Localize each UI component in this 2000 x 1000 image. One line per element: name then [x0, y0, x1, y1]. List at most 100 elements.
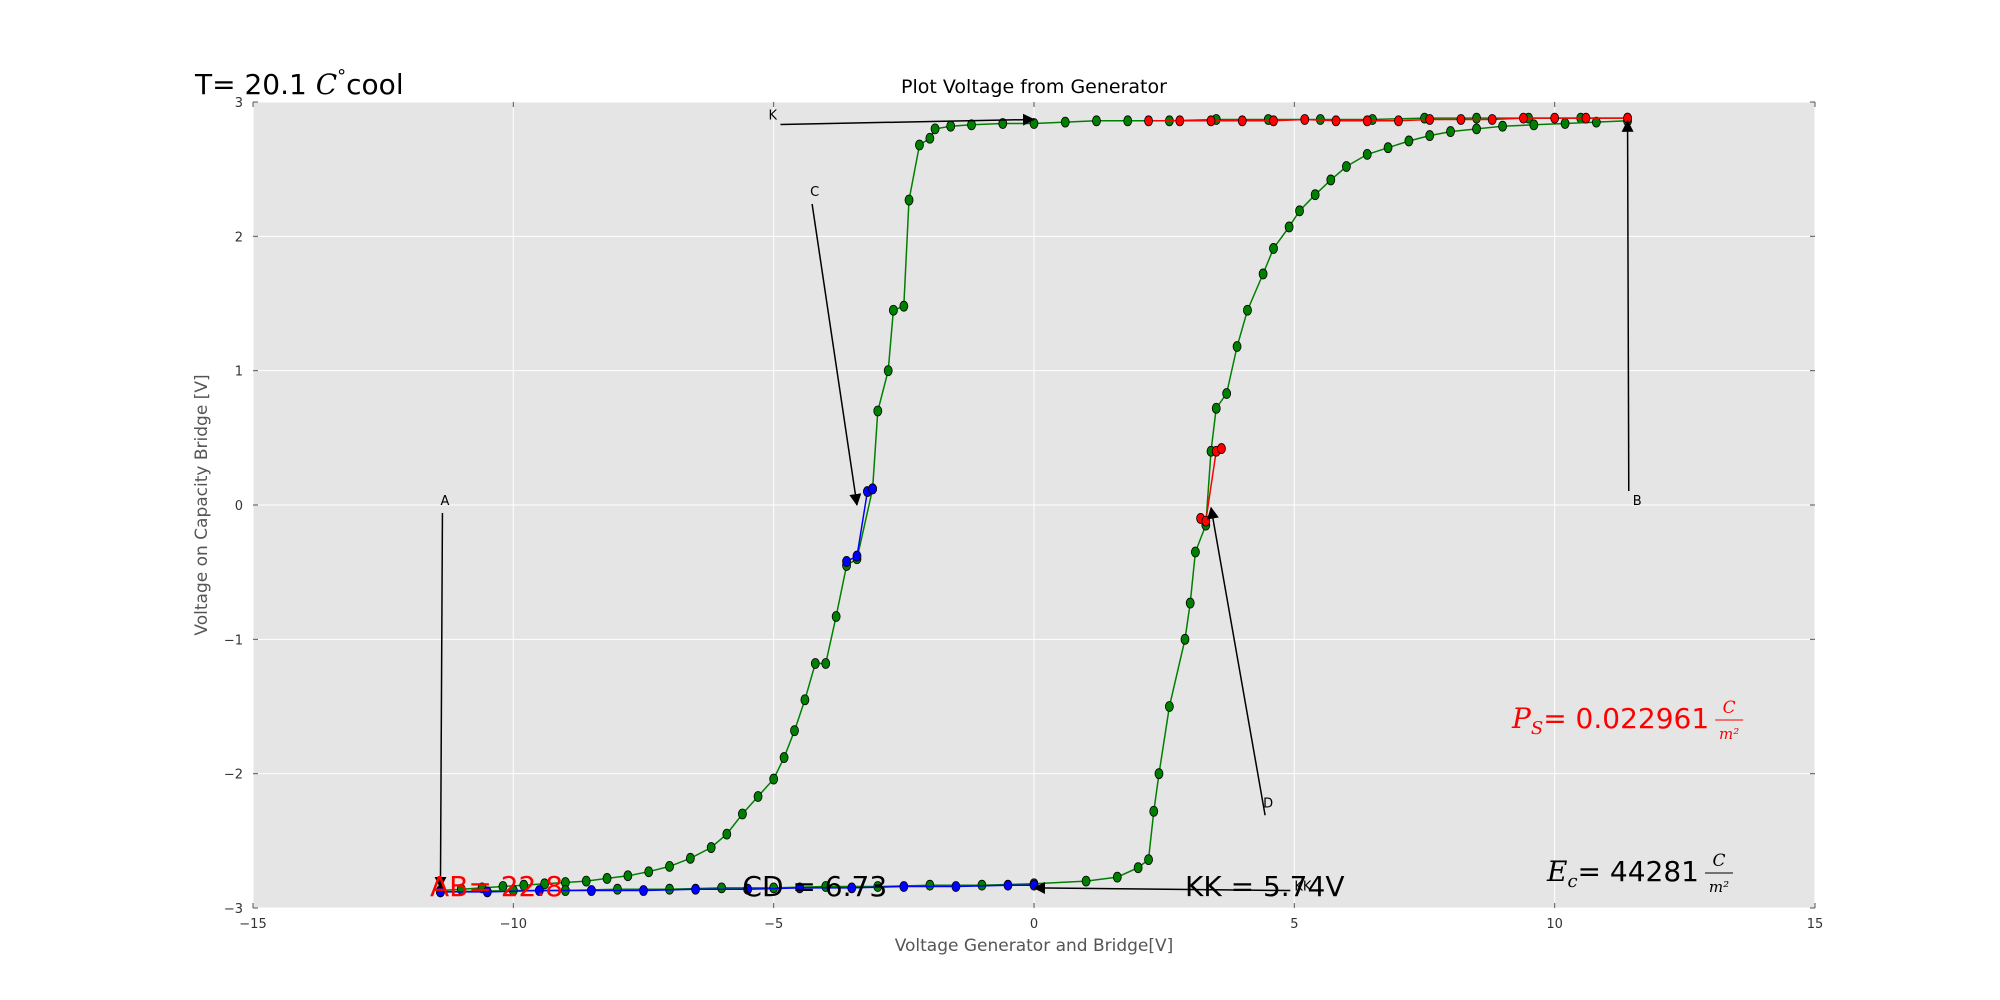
- annotation-c-label: C: [810, 185, 819, 200]
- x-axis-label: Voltage Generator and Bridge[V]: [895, 936, 1174, 956]
- ec-symbol: E: [1546, 855, 1567, 888]
- data-point: [1362, 115, 1372, 127]
- data-point: [743, 883, 753, 895]
- annotation-kk-arrow: [1033, 881, 1291, 894]
- data-point: [1222, 388, 1232, 399]
- data-point: [1269, 243, 1278, 254]
- data-point: [821, 658, 831, 669]
- data-point: [873, 405, 883, 417]
- ps-unit-denominator: m²: [1719, 725, 1739, 743]
- data-point: [800, 694, 810, 706]
- data-point: [639, 885, 648, 896]
- data-point: [1003, 879, 1013, 891]
- data-point: [831, 611, 841, 622]
- data-point: [623, 870, 633, 882]
- y-tick-label: −2: [224, 768, 243, 783]
- data-point: [1185, 597, 1195, 609]
- data-point: [587, 885, 596, 896]
- data-point: [1149, 805, 1159, 817]
- data-point: [1394, 115, 1403, 127]
- annotation-c-arrow: [811, 203, 862, 506]
- data-point: [852, 550, 862, 562]
- data-point: [1243, 304, 1252, 316]
- data-point: [691, 883, 700, 895]
- data-point: [1581, 112, 1591, 124]
- data-point: [738, 808, 747, 820]
- annotation-k-label: K: [768, 108, 777, 123]
- data-point: [1591, 116, 1601, 128]
- annotation-a-label: A: [440, 494, 449, 509]
- data-point: [1404, 135, 1414, 147]
- data-point: [581, 875, 591, 887]
- x-tick-label: 5: [1290, 917, 1298, 932]
- data-point: [842, 556, 851, 567]
- data-point: [1519, 112, 1528, 124]
- data-point: [540, 878, 549, 890]
- svg-text:PS= 0.022961: PS= 0.022961: [1511, 702, 1709, 739]
- data-point: [1201, 515, 1211, 527]
- data-point: [1133, 862, 1143, 874]
- annotation-a-arrow: [434, 512, 447, 889]
- data-point: [753, 791, 763, 802]
- y-tick-label: 1: [235, 365, 243, 380]
- data-point: [1144, 854, 1153, 866]
- ab-label: AB= 22.8: [430, 870, 563, 903]
- data-point: [1164, 701, 1174, 712]
- x-tick-label: 0: [1030, 917, 1038, 932]
- ps-value: = 0.022961: [1543, 702, 1709, 735]
- data-point: [722, 828, 732, 840]
- data-point: [1269, 115, 1278, 127]
- data-point: [779, 752, 789, 763]
- data-point: [1258, 268, 1268, 280]
- x-tick-label: 10: [1546, 917, 1563, 932]
- data-point: [1112, 871, 1122, 883]
- temperature-degree: °: [337, 66, 346, 87]
- data-point: [769, 773, 779, 785]
- annotation-b-arrow: [1621, 119, 1634, 492]
- data-point: [790, 725, 799, 737]
- data-point: [1425, 130, 1435, 141]
- data-point: [1206, 115, 1216, 127]
- data-point: [1472, 123, 1481, 135]
- data-point: [613, 883, 622, 895]
- x-tick-label: −5: [764, 917, 783, 932]
- annotation-k-arrow: [780, 113, 1035, 126]
- data-point: [665, 860, 674, 872]
- y-axis-label: Voltage on Capacity Bridge [V]: [192, 374, 212, 635]
- data-point: [1284, 221, 1294, 233]
- data-point: [925, 879, 935, 891]
- ps-label: PS= 0.022961 C m²: [1511, 698, 1744, 743]
- temperature-label: T= 20.1 C°cool: [194, 66, 404, 101]
- data-point: [1362, 148, 1372, 160]
- ec-unit-denominator: m²: [1709, 878, 1729, 896]
- data-point: [1232, 341, 1242, 352]
- data-point: [1154, 768, 1164, 780]
- data-point: [1331, 115, 1341, 127]
- data-point: [1175, 115, 1185, 127]
- kk-label: KK = 5.74V: [1185, 870, 1344, 903]
- y-tick-label: 2: [235, 230, 243, 245]
- y-tick-label: 3: [235, 96, 243, 111]
- temperature-suffix: cool: [346, 68, 403, 101]
- data-point: [1472, 112, 1481, 124]
- ec-unit-numerator: C: [1712, 851, 1725, 871]
- annotation-d-arrow: [1207, 506, 1266, 816]
- data-point: [1487, 114, 1497, 125]
- annotation-d-label: D: [1263, 796, 1273, 811]
- data-point: [685, 852, 695, 864]
- data-point: [534, 885, 544, 896]
- data-point: [889, 304, 898, 316]
- data-point: [1425, 114, 1435, 125]
- x-tick-label: −15: [239, 917, 266, 932]
- data-point: [1144, 115, 1153, 127]
- data-point: [1310, 189, 1320, 201]
- data-point: [1123, 115, 1133, 127]
- annotation-kk-label: KK: [1294, 880, 1312, 895]
- data-point: [1498, 120, 1507, 132]
- data-point: [717, 882, 726, 894]
- data-point: [602, 873, 612, 884]
- data-point: [706, 842, 716, 853]
- data-point: [1211, 402, 1221, 414]
